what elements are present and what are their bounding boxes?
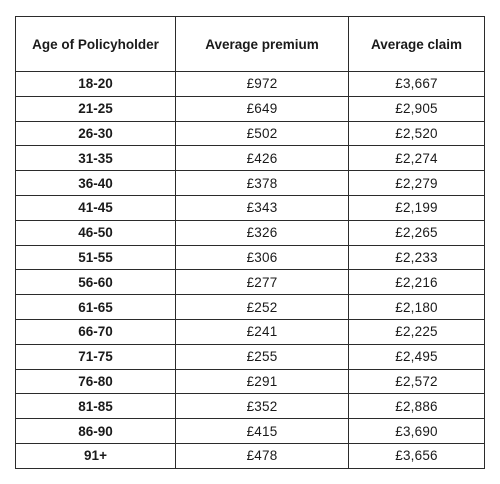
age-cell: 31-35 — [15, 145, 176, 172]
claim-cell: £2,886 — [348, 393, 485, 420]
header-age: Age of Policyholder — [15, 16, 176, 72]
premium-cell: £426 — [175, 145, 349, 172]
premium-cell: £277 — [175, 269, 349, 296]
table-row: 46-50 £326 £2,265 — [15, 219, 485, 246]
age-cell: 61-65 — [15, 294, 176, 320]
claim-cell: £3,667 — [348, 71, 485, 97]
claim-cell: £3,690 — [348, 418, 485, 444]
claim-cell: £2,180 — [348, 294, 485, 320]
age-cell: 41-45 — [15, 194, 176, 221]
premium-cell: £255 — [175, 343, 349, 370]
premium-cell: £352 — [175, 393, 349, 420]
age-cell: 91+ — [15, 442, 176, 469]
age-cell: 56-60 — [15, 269, 176, 296]
age-cell: 86-90 — [15, 418, 176, 444]
claim-cell: £2,233 — [348, 244, 485, 271]
premium-cell: £478 — [175, 442, 349, 469]
premium-cell: £502 — [175, 120, 349, 147]
header-average-claim: Average claim — [348, 16, 485, 72]
claim-cell: £2,905 — [348, 95, 485, 122]
claim-cell: £2,274 — [348, 145, 485, 172]
premium-cell: £326 — [175, 219, 349, 246]
table-row: 36-40 £378 £2,279 — [15, 170, 485, 196]
header-row: Age of Policyholder Average premium Aver… — [15, 16, 485, 72]
claim-cell: £2,216 — [348, 269, 485, 296]
premium-cell: £972 — [175, 71, 349, 97]
premium-cell: £649 — [175, 95, 349, 122]
claim-cell: £3,656 — [348, 442, 485, 469]
age-cell: 18-20 — [15, 71, 176, 97]
age-cell: 71-75 — [15, 343, 176, 370]
premium-cell: £343 — [175, 194, 349, 221]
table-row: 76-80 £291 £2,572 — [15, 368, 485, 395]
age-cell: 81-85 — [15, 393, 176, 420]
table-row: 18-20 £972 £3,667 — [15, 71, 485, 97]
claim-cell: £2,265 — [348, 219, 485, 246]
claim-cell: £2,199 — [348, 194, 485, 221]
claim-cell: £2,279 — [348, 170, 485, 196]
age-cell: 36-40 — [15, 170, 176, 196]
table-row: 86-90 £415 £3,690 — [15, 418, 485, 444]
premium-cell: £291 — [175, 368, 349, 395]
claim-cell: £2,520 — [348, 120, 485, 147]
premium-cell: £306 — [175, 244, 349, 271]
age-cell: 51-55 — [15, 244, 176, 271]
header-average-premium: Average premium — [175, 16, 349, 72]
table-row: 66-70 £241 £2,225 — [15, 318, 485, 345]
claim-cell: £2,225 — [348, 318, 485, 345]
table-row: 51-55 £306 £2,233 — [15, 244, 485, 271]
insurance-table: Age of Policyholder Average premium Aver… — [15, 16, 485, 469]
table-row: 26-30 £502 £2,520 — [15, 120, 485, 147]
table-row: 21-25 £649 £2,905 — [15, 95, 485, 122]
age-cell: 21-25 — [15, 95, 176, 122]
claim-cell: £2,572 — [348, 368, 485, 395]
premium-cell: £415 — [175, 418, 349, 444]
premium-cell: £252 — [175, 294, 349, 320]
age-cell: 66-70 — [15, 318, 176, 345]
table-row: 56-60 £277 £2,216 — [15, 269, 485, 296]
claim-cell: £2,495 — [348, 343, 485, 370]
premium-cell: £378 — [175, 170, 349, 196]
table-row: 41-45 £343 £2,199 — [15, 194, 485, 221]
table-body: 18-20 £972 £3,667 21-25 £649 £2,905 26-30 £502 £… — [15, 71, 485, 469]
table-row: 81-85 £352 £2,886 — [15, 393, 485, 420]
age-cell: 26-30 — [15, 120, 176, 147]
table-row: 31-35 £426 £2,274 — [15, 145, 485, 172]
table-row: 61-65 £252 £2,180 — [15, 294, 485, 320]
age-cell: 76-80 — [15, 368, 176, 395]
table-row: 91+ £478 £3,656 — [15, 442, 485, 469]
premium-cell: £241 — [175, 318, 349, 345]
insurance-table-container: Age of Policyholder Average premium Aver… — [15, 16, 485, 469]
age-cell: 46-50 — [15, 219, 176, 246]
table-row: 71-75 £255 £2,495 — [15, 343, 485, 370]
table-header: Age of Policyholder Average premium Aver… — [15, 16, 485, 72]
